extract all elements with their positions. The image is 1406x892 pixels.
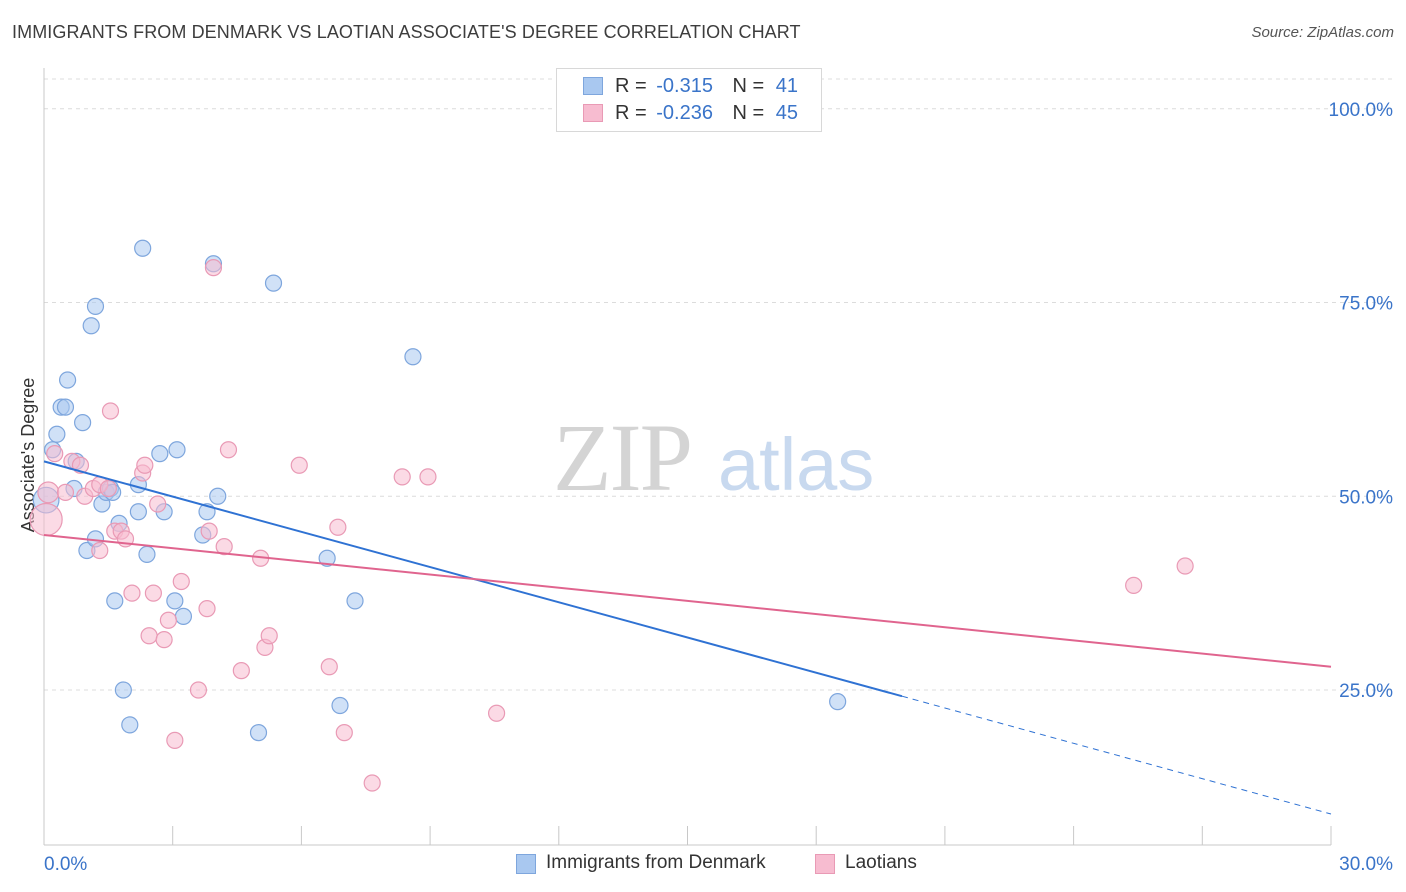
denmark-point (168, 441, 186, 459)
denmark-point (166, 592, 184, 610)
denmark-point (114, 681, 132, 699)
laotian-point (419, 468, 437, 486)
legend-label: Immigrants from Denmark (546, 852, 766, 873)
legend-label: Laotians (845, 852, 917, 873)
watermark-zip: ZIP (553, 404, 691, 511)
x-tick-label: 30.0% (1339, 854, 1393, 875)
y-tick-label: 50.0% (1339, 487, 1393, 508)
laotian-point (155, 631, 173, 649)
laotian-point (204, 259, 223, 277)
denmark-point (74, 414, 92, 432)
laotian-point (215, 538, 233, 556)
denmark-point (56, 398, 75, 416)
denmark-trendline-extension (901, 695, 1332, 815)
denmark-point (209, 487, 227, 505)
denmark-point (264, 274, 283, 292)
r-label: R = (615, 102, 647, 124)
laotian-point (136, 456, 154, 474)
denmark-point (331, 696, 349, 715)
denmark-point (86, 297, 105, 315)
source-label: Source: ZipAtlas.com (1251, 24, 1394, 41)
laotian-point (487, 704, 506, 722)
denmark-point (249, 724, 268, 742)
laotian-point (91, 541, 109, 560)
denmark-point (404, 348, 422, 366)
denmark-point (129, 503, 147, 521)
laotian-point (149, 495, 167, 513)
laotian-point (1125, 576, 1143, 594)
denmark-point (82, 317, 100, 335)
laotian-point (1176, 557, 1194, 575)
pink-swatch (815, 854, 835, 874)
watermark-atlas: atlas (718, 423, 874, 506)
denmark-point (318, 549, 336, 567)
laotian-point (172, 572, 190, 591)
denmark-point (151, 445, 169, 463)
blue-swatch (516, 854, 536, 874)
denmark-point (174, 607, 193, 625)
r-value: -0.315 (656, 75, 713, 97)
laotian-point (37, 481, 60, 504)
n-label: N = (732, 102, 765, 124)
laotian-trendline (43, 534, 1332, 668)
laotian-point (335, 724, 353, 742)
laotian-point (29, 502, 63, 537)
laotian-point (232, 662, 250, 680)
denmark-point (48, 425, 66, 443)
y-tick-label: 100.0% (1329, 100, 1394, 121)
laotian-point (189, 681, 208, 699)
laotian-point (198, 600, 216, 618)
laotian-point (166, 731, 184, 749)
laotian-point (393, 468, 411, 486)
laotian-point (200, 522, 218, 540)
chart-title: IMMIGRANTS FROM DENMARK VS LAOTIAN ASSOC… (12, 22, 801, 42)
laotian-point (144, 584, 162, 602)
denmark-point (138, 545, 156, 563)
n-value: 41 (775, 75, 799, 97)
laotian-point (320, 658, 338, 676)
laotian-point (99, 479, 117, 498)
pink-swatch (583, 104, 603, 122)
denmark-point (58, 371, 77, 389)
y-tick-label: 75.0% (1339, 294, 1393, 315)
denmark-point (346, 592, 364, 610)
n-value: 45 (775, 102, 799, 124)
stats-legend: R = -0.315 N = 41 R = -0.236 N = 45 (556, 68, 822, 132)
r-label: R = (615, 75, 647, 97)
laotian-point (260, 627, 278, 645)
laotian-point (290, 456, 308, 474)
laotian-point (329, 518, 347, 536)
denmark-point (106, 592, 124, 610)
laotian-point (101, 402, 120, 420)
denmark-point (121, 716, 139, 734)
y-tick-label: 25.0% (1339, 681, 1393, 702)
laotian-point (219, 441, 238, 459)
laotian-point (123, 584, 141, 602)
n-label: N = (732, 75, 765, 97)
laotian-point (363, 774, 381, 792)
laotian-point (56, 483, 75, 501)
denmark-point (829, 693, 847, 711)
laotian-point (140, 627, 158, 645)
r-value: -0.236 (656, 102, 713, 124)
y-axis-label: Associate's Degree (18, 378, 38, 533)
laotian-point (159, 611, 178, 629)
laotian-point (46, 445, 64, 463)
series-legend: Immigrants from Denmark Laotians (0, 852, 1406, 878)
denmark-point (134, 239, 152, 257)
x-tick-label: 0.0% (44, 854, 87, 875)
blue-swatch (583, 77, 603, 95)
